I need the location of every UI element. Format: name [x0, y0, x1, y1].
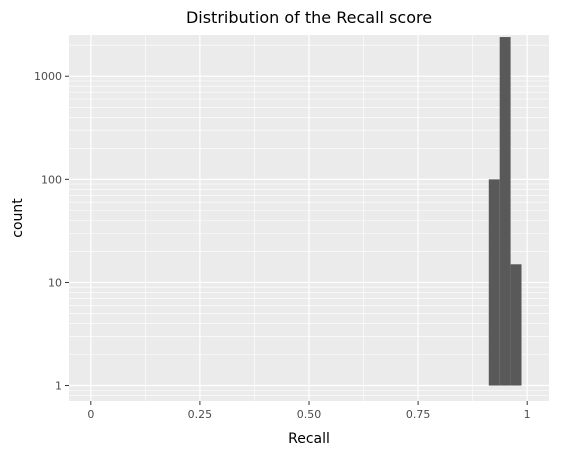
y-axis-title: count [10, 198, 26, 238]
x-tick-label: 0 [87, 408, 94, 421]
x-axis-title: Recall [288, 431, 330, 447]
y-tick-label: 100 [41, 173, 62, 186]
major-gridlines [69, 35, 549, 401]
y-axis-ticks: 1 10 100 1000 [34, 70, 69, 393]
x-tick-label: 0.75 [406, 408, 431, 421]
x-tick-label: 1 [524, 408, 531, 421]
chart-title: Distribution of the Recall score [186, 8, 432, 27]
x-tick-label: 0.50 [297, 408, 322, 421]
histogram-bar-1 [499, 37, 511, 386]
x-axis-ticks: 0 0.25 0.50 0.75 1 [87, 401, 531, 421]
histogram-bars [488, 37, 522, 386]
histogram-bar-2 [510, 264, 522, 386]
x-tick-label: 0.25 [188, 408, 213, 421]
y-tick-label: 1 [55, 380, 62, 393]
histogram-bar-0 [488, 179, 500, 386]
y-tick-label: 1000 [34, 70, 62, 83]
y-tick-label: 10 [48, 276, 62, 289]
